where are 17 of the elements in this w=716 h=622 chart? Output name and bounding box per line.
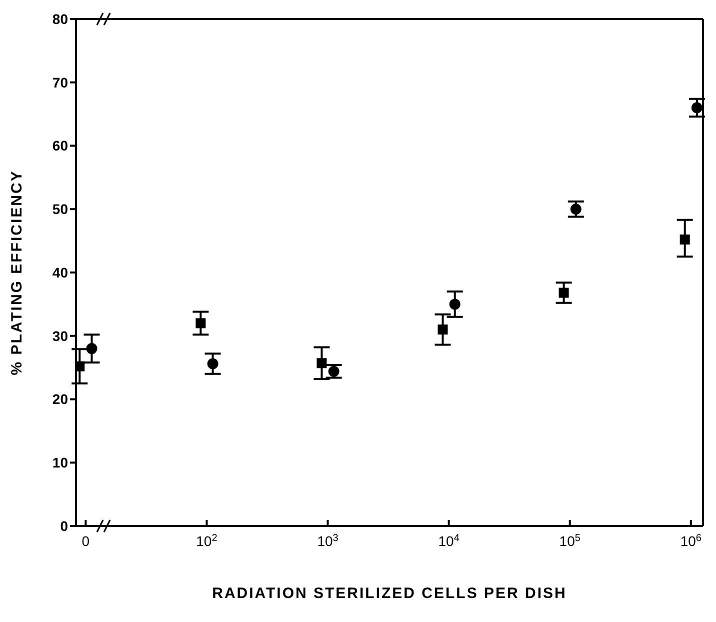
x-tick-label: 0	[82, 533, 90, 549]
y-axis-title: % PLATING EFFICIENCY	[8, 170, 26, 376]
y-tick-label: 60	[52, 138, 68, 154]
x-tick-label: 10$^{4}$	[438, 532, 460, 549]
y-tick-label: 0	[60, 518, 68, 534]
y-tick-label: 30	[52, 328, 68, 344]
x-tick-label: 10$^{2}$	[196, 532, 218, 549]
y-tick-label: 50	[52, 201, 68, 218]
x-tick-label: 10$^{3}$	[317, 532, 339, 549]
x-tick-label: 10$^{5}$	[559, 532, 581, 549]
y-tick-label: 20	[52, 391, 68, 408]
y-tick-label: 40	[52, 264, 68, 280]
x-axis-title: RADIATION STERILIZED CELLS PER DISH	[212, 585, 567, 602]
x-tick-label: 10$^{6}$	[680, 532, 702, 549]
y-tick-label: 10	[52, 454, 68, 471]
y-tick-label: 70	[52, 74, 68, 90]
y-tick-label: 80	[52, 10, 68, 27]
